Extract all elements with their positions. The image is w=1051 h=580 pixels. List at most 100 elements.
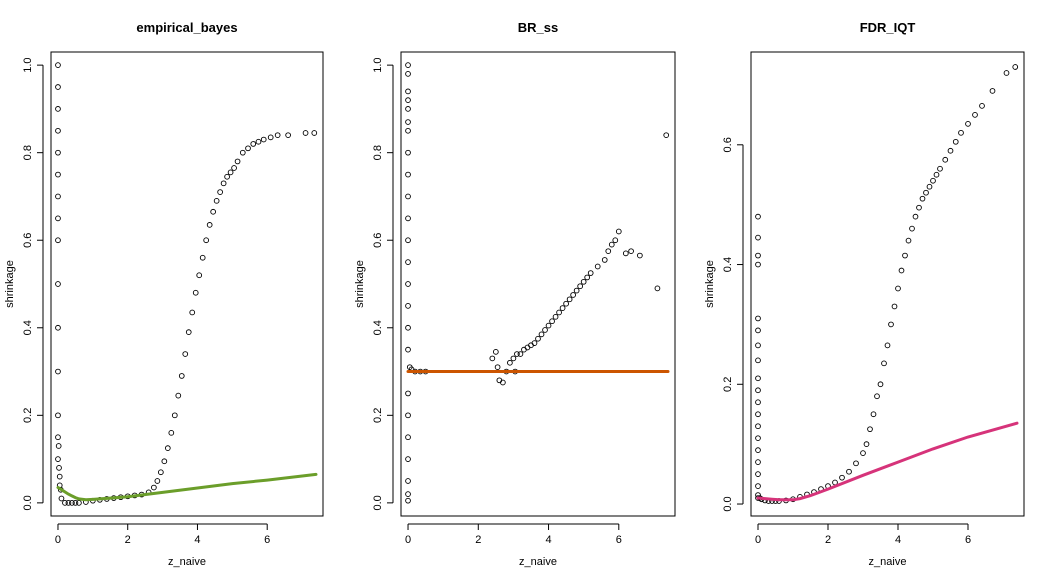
data-point — [755, 471, 761, 477]
x-tick-label: 6 — [965, 534, 971, 546]
data-point — [972, 112, 978, 118]
data-point — [274, 132, 281, 139]
data-point — [405, 346, 411, 353]
data-point — [55, 215, 61, 222]
data-point — [217, 189, 223, 195]
data-point — [926, 183, 933, 190]
data-point — [405, 127, 411, 134]
data-point — [405, 171, 411, 178]
data-point — [157, 469, 164, 476]
data-point — [55, 106, 61, 112]
data-point — [227, 169, 234, 176]
data-point — [594, 263, 601, 270]
x-tick-label: 0 — [755, 534, 761, 546]
data-point — [755, 375, 761, 382]
x-tick-label: 0 — [55, 534, 61, 546]
data-point — [608, 241, 615, 248]
data-point — [55, 434, 61, 441]
data-point — [69, 500, 75, 506]
data-point — [637, 252, 643, 259]
data-point — [517, 351, 524, 357]
data-point — [405, 88, 411, 95]
data-point — [189, 309, 196, 316]
data-point — [154, 478, 161, 484]
fit-line — [756, 421, 1019, 502]
data-point — [942, 156, 949, 163]
data-point — [566, 296, 573, 303]
data-point — [234, 158, 241, 165]
data-point — [72, 500, 79, 506]
data-point — [584, 274, 591, 281]
data-point — [255, 138, 262, 145]
data-point — [55, 149, 61, 156]
x-axis-label: z_naive — [168, 556, 206, 568]
data-point — [912, 213, 919, 220]
y-axis: 0.0 0.2 0.4 0.6 0.8 1.0 — [22, 57, 44, 511]
data-point — [937, 165, 943, 172]
data-point — [496, 377, 503, 384]
data-point — [492, 348, 499, 355]
data-point — [755, 399, 761, 406]
data-point — [933, 171, 940, 178]
data-point — [56, 473, 63, 480]
data-point — [888, 321, 894, 328]
y-axis: 0.0 0.2 0.4 0.6 — [722, 137, 744, 512]
data-point — [55, 324, 61, 331]
data-point — [528, 342, 534, 349]
data-point — [196, 272, 203, 279]
data-point — [58, 495, 65, 502]
data-point — [405, 215, 411, 222]
data-point — [405, 491, 411, 497]
y-tick-label: 0.8 — [22, 145, 34, 160]
panel-br-ss: BR_ss 0 2 4 6 z_naive 0.0 0.2 0.4 0.6 0.8 1.0 shrink… — [354, 20, 676, 568]
data-point — [902, 252, 908, 259]
data-point — [898, 267, 905, 274]
data-point — [55, 281, 61, 287]
data-point — [55, 171, 61, 178]
data-point — [178, 373, 185, 379]
data-point — [663, 132, 670, 139]
data-point — [601, 257, 608, 263]
data-point — [514, 351, 520, 357]
x-tick-label: 6 — [616, 534, 622, 546]
data-point — [489, 355, 496, 362]
chart-title: BR_ss — [518, 20, 558, 35]
data-point — [563, 300, 569, 307]
y-axis: 0.0 0.2 0.4 0.6 0.8 1.0 — [372, 57, 394, 511]
y-tick-label: 0.0 — [372, 495, 384, 510]
data-point — [524, 344, 531, 351]
data-point — [151, 484, 157, 491]
y-axis-label: shrinkage — [4, 260, 16, 308]
data-point — [755, 327, 761, 334]
data-point — [405, 456, 411, 462]
data-point — [164, 445, 171, 452]
data-point — [55, 368, 61, 375]
x-axis-label: z_naive — [519, 556, 557, 568]
data-point — [755, 252, 761, 259]
data-point — [76, 500, 82, 506]
y-axis-label: shrinkage — [704, 260, 716, 308]
data-point — [55, 62, 61, 68]
data-point — [311, 130, 318, 136]
x-tick-label: 2 — [825, 534, 831, 546]
data-point — [55, 127, 61, 134]
data-point — [302, 130, 309, 136]
data-point — [245, 145, 251, 152]
data-point — [755, 357, 761, 364]
y-tick-label: 0.2 — [372, 408, 384, 423]
data-point — [500, 379, 506, 386]
data-point — [870, 411, 877, 418]
data-point — [206, 222, 213, 228]
data-point — [507, 359, 513, 366]
data-point — [755, 261, 761, 268]
y-tick-label: 0.6 — [22, 233, 34, 248]
data-point — [552, 313, 559, 320]
data-point — [405, 259, 411, 265]
data-point — [965, 120, 971, 127]
y-tick-label: 1.0 — [22, 57, 34, 72]
data-point — [755, 234, 761, 241]
data-point — [755, 423, 761, 430]
data-point — [531, 340, 538, 346]
data-point — [224, 173, 230, 180]
data-point — [239, 149, 246, 156]
